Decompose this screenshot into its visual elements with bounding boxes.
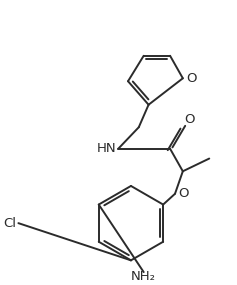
Text: HN: HN: [97, 142, 116, 155]
Text: Cl: Cl: [4, 217, 16, 230]
Text: NH₂: NH₂: [131, 270, 156, 283]
Text: O: O: [184, 113, 194, 126]
Text: O: O: [186, 72, 196, 85]
Text: O: O: [178, 187, 188, 200]
